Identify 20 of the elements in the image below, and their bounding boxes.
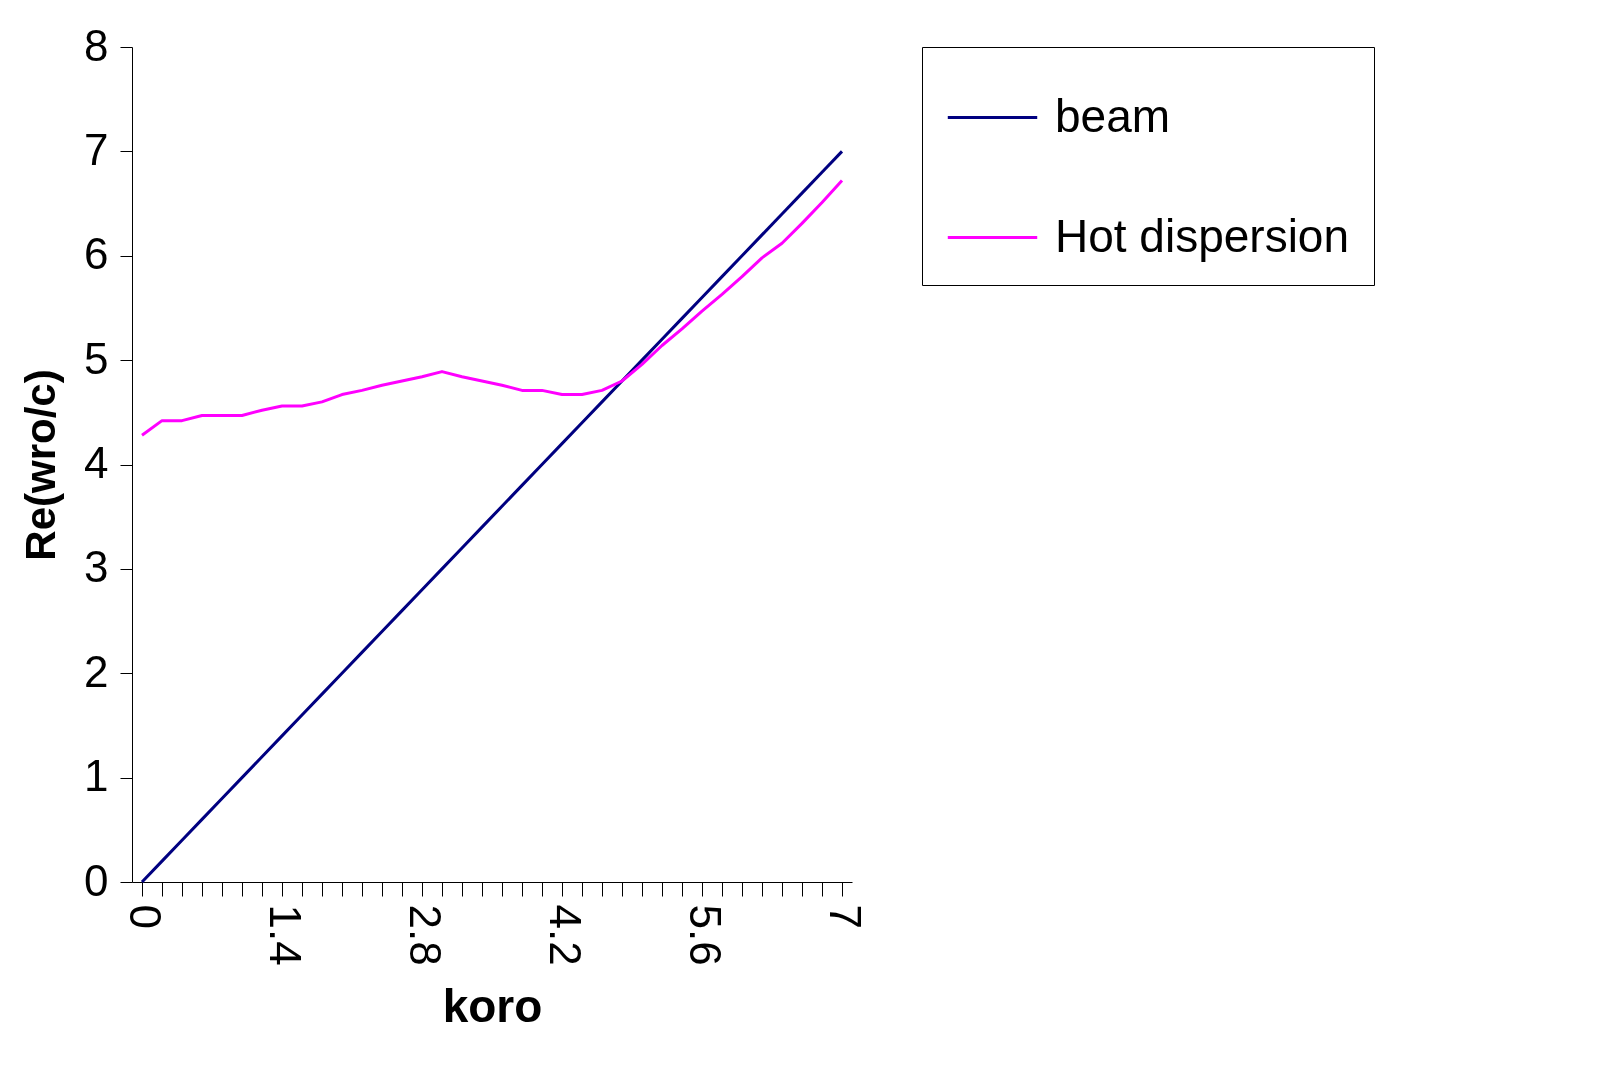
y-tick-label: 7 (84, 124, 109, 174)
x-axis-title: koro (442, 979, 543, 1032)
y-tick-label: 3 (84, 542, 109, 592)
x-tick-label: 0 (120, 904, 170, 929)
x-tick-label: 7 (820, 904, 870, 929)
x-tick-label: 5.6 (680, 904, 730, 966)
x-tick-label: 4.2 (540, 904, 590, 966)
y-tick-label: 8 (84, 20, 109, 70)
y-tick-label: 2 (84, 646, 109, 696)
y-tick-label: 1 (84, 751, 109, 801)
x-tick-label: 2.8 (400, 904, 450, 966)
legend-label: Hot dispersion (1055, 209, 1350, 262)
x-tick-label: 1.4 (260, 904, 310, 966)
y-tick-label: 4 (84, 438, 109, 487)
y-tick-label: 6 (84, 229, 109, 279)
line-series (140, 179, 844, 437)
line-series (140, 149, 844, 884)
y-tick-label: 5 (84, 333, 109, 383)
legend-label: beam (1055, 89, 1171, 142)
y-axis-title: Re(wro/c) (17, 369, 65, 561)
